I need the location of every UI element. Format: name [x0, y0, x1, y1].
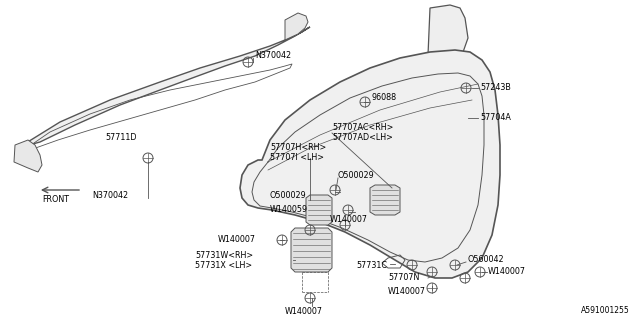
- Text: 57243B: 57243B: [480, 84, 511, 92]
- Text: W140007: W140007: [330, 215, 368, 225]
- Text: 57704A: 57704A: [480, 114, 511, 123]
- Text: 57711D: 57711D: [105, 133, 136, 142]
- Text: 57707AD<LH>: 57707AD<LH>: [332, 133, 393, 142]
- Text: W140007: W140007: [285, 308, 323, 316]
- Text: O560042: O560042: [468, 255, 504, 265]
- Text: O500029: O500029: [338, 171, 375, 180]
- Text: N370042: N370042: [92, 190, 128, 199]
- Text: 57731X <LH>: 57731X <LH>: [195, 260, 252, 269]
- Text: 57707AC<RH>: 57707AC<RH>: [332, 124, 394, 132]
- Text: O500029: O500029: [270, 190, 307, 199]
- Text: W140007: W140007: [218, 236, 256, 244]
- Text: W140059: W140059: [270, 205, 308, 214]
- Text: 57707H<RH>: 57707H<RH>: [270, 143, 326, 153]
- Text: 57707N: 57707N: [388, 274, 419, 283]
- Polygon shape: [306, 195, 332, 225]
- Polygon shape: [370, 185, 400, 215]
- Polygon shape: [14, 140, 42, 172]
- Polygon shape: [18, 27, 310, 148]
- Text: 96088: 96088: [372, 93, 397, 102]
- Text: W140007: W140007: [488, 268, 526, 276]
- Text: N370042: N370042: [255, 51, 291, 60]
- Text: A591001255: A591001255: [581, 306, 630, 315]
- Text: 57731W<RH>: 57731W<RH>: [195, 251, 253, 260]
- Text: 57707I <LH>: 57707I <LH>: [270, 154, 324, 163]
- Text: FRONT: FRONT: [42, 196, 69, 204]
- Text: 57731C: 57731C: [356, 260, 387, 269]
- Polygon shape: [240, 50, 500, 278]
- Text: W140007: W140007: [388, 287, 426, 297]
- Polygon shape: [285, 13, 308, 40]
- Polygon shape: [428, 5, 468, 68]
- Polygon shape: [291, 228, 332, 272]
